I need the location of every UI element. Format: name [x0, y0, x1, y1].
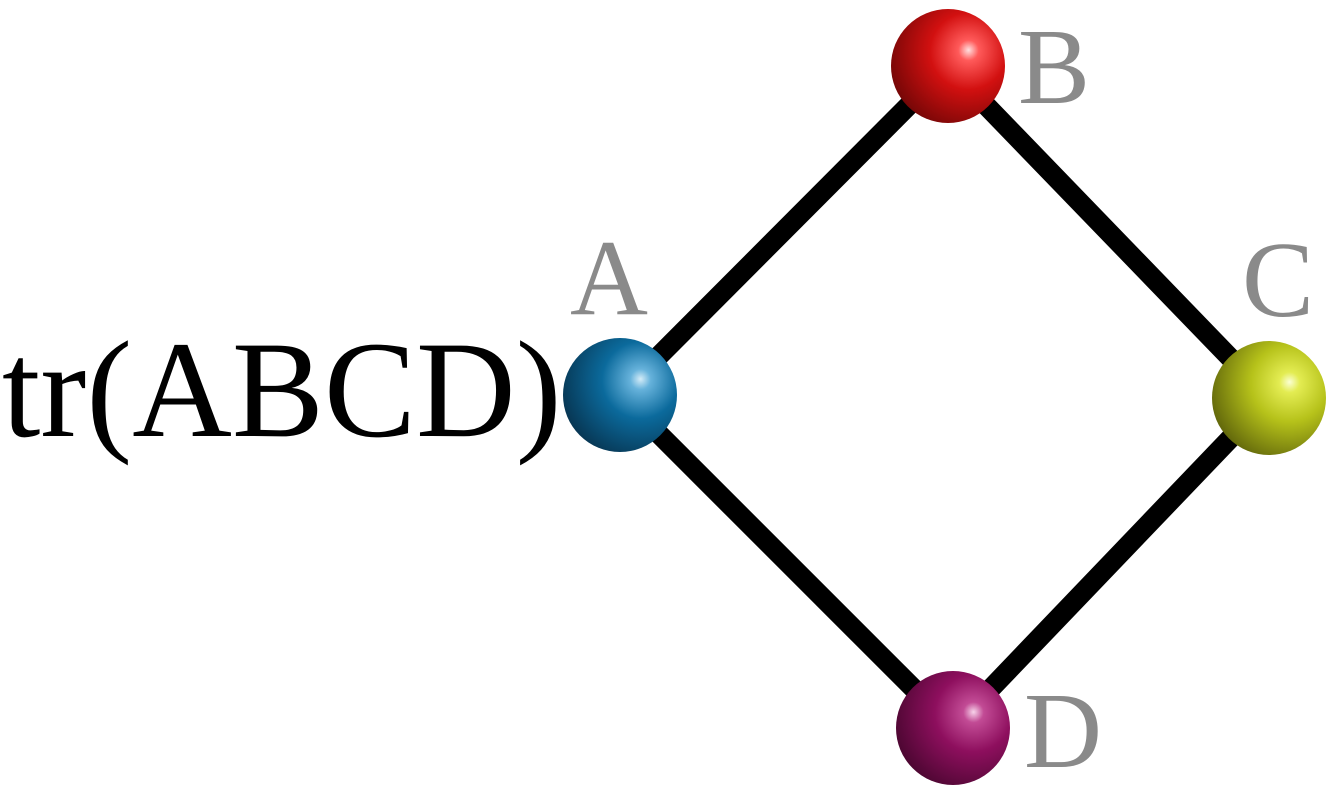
- trace-formula: tr(ABCD): [2, 313, 562, 466]
- node-c-label: C: [1242, 221, 1314, 340]
- edge-c-d: [945, 391, 1277, 735]
- node-a-label: A: [570, 219, 648, 338]
- edges: [612, 58, 1277, 736]
- edge-d-a: [612, 387, 961, 736]
- node-b-sphere: [891, 9, 1005, 123]
- nodes: [563, 9, 1326, 785]
- node-b-label: B: [1018, 8, 1090, 127]
- node-d-sphere: [896, 671, 1010, 785]
- node-d-label: D: [1024, 672, 1102, 791]
- edge-b-c: [940, 59, 1277, 405]
- node-labels: A B C D: [570, 8, 1314, 791]
- node-a-sphere: [563, 338, 677, 452]
- node-c-sphere: [1212, 341, 1326, 455]
- edge-a-b: [612, 58, 956, 403]
